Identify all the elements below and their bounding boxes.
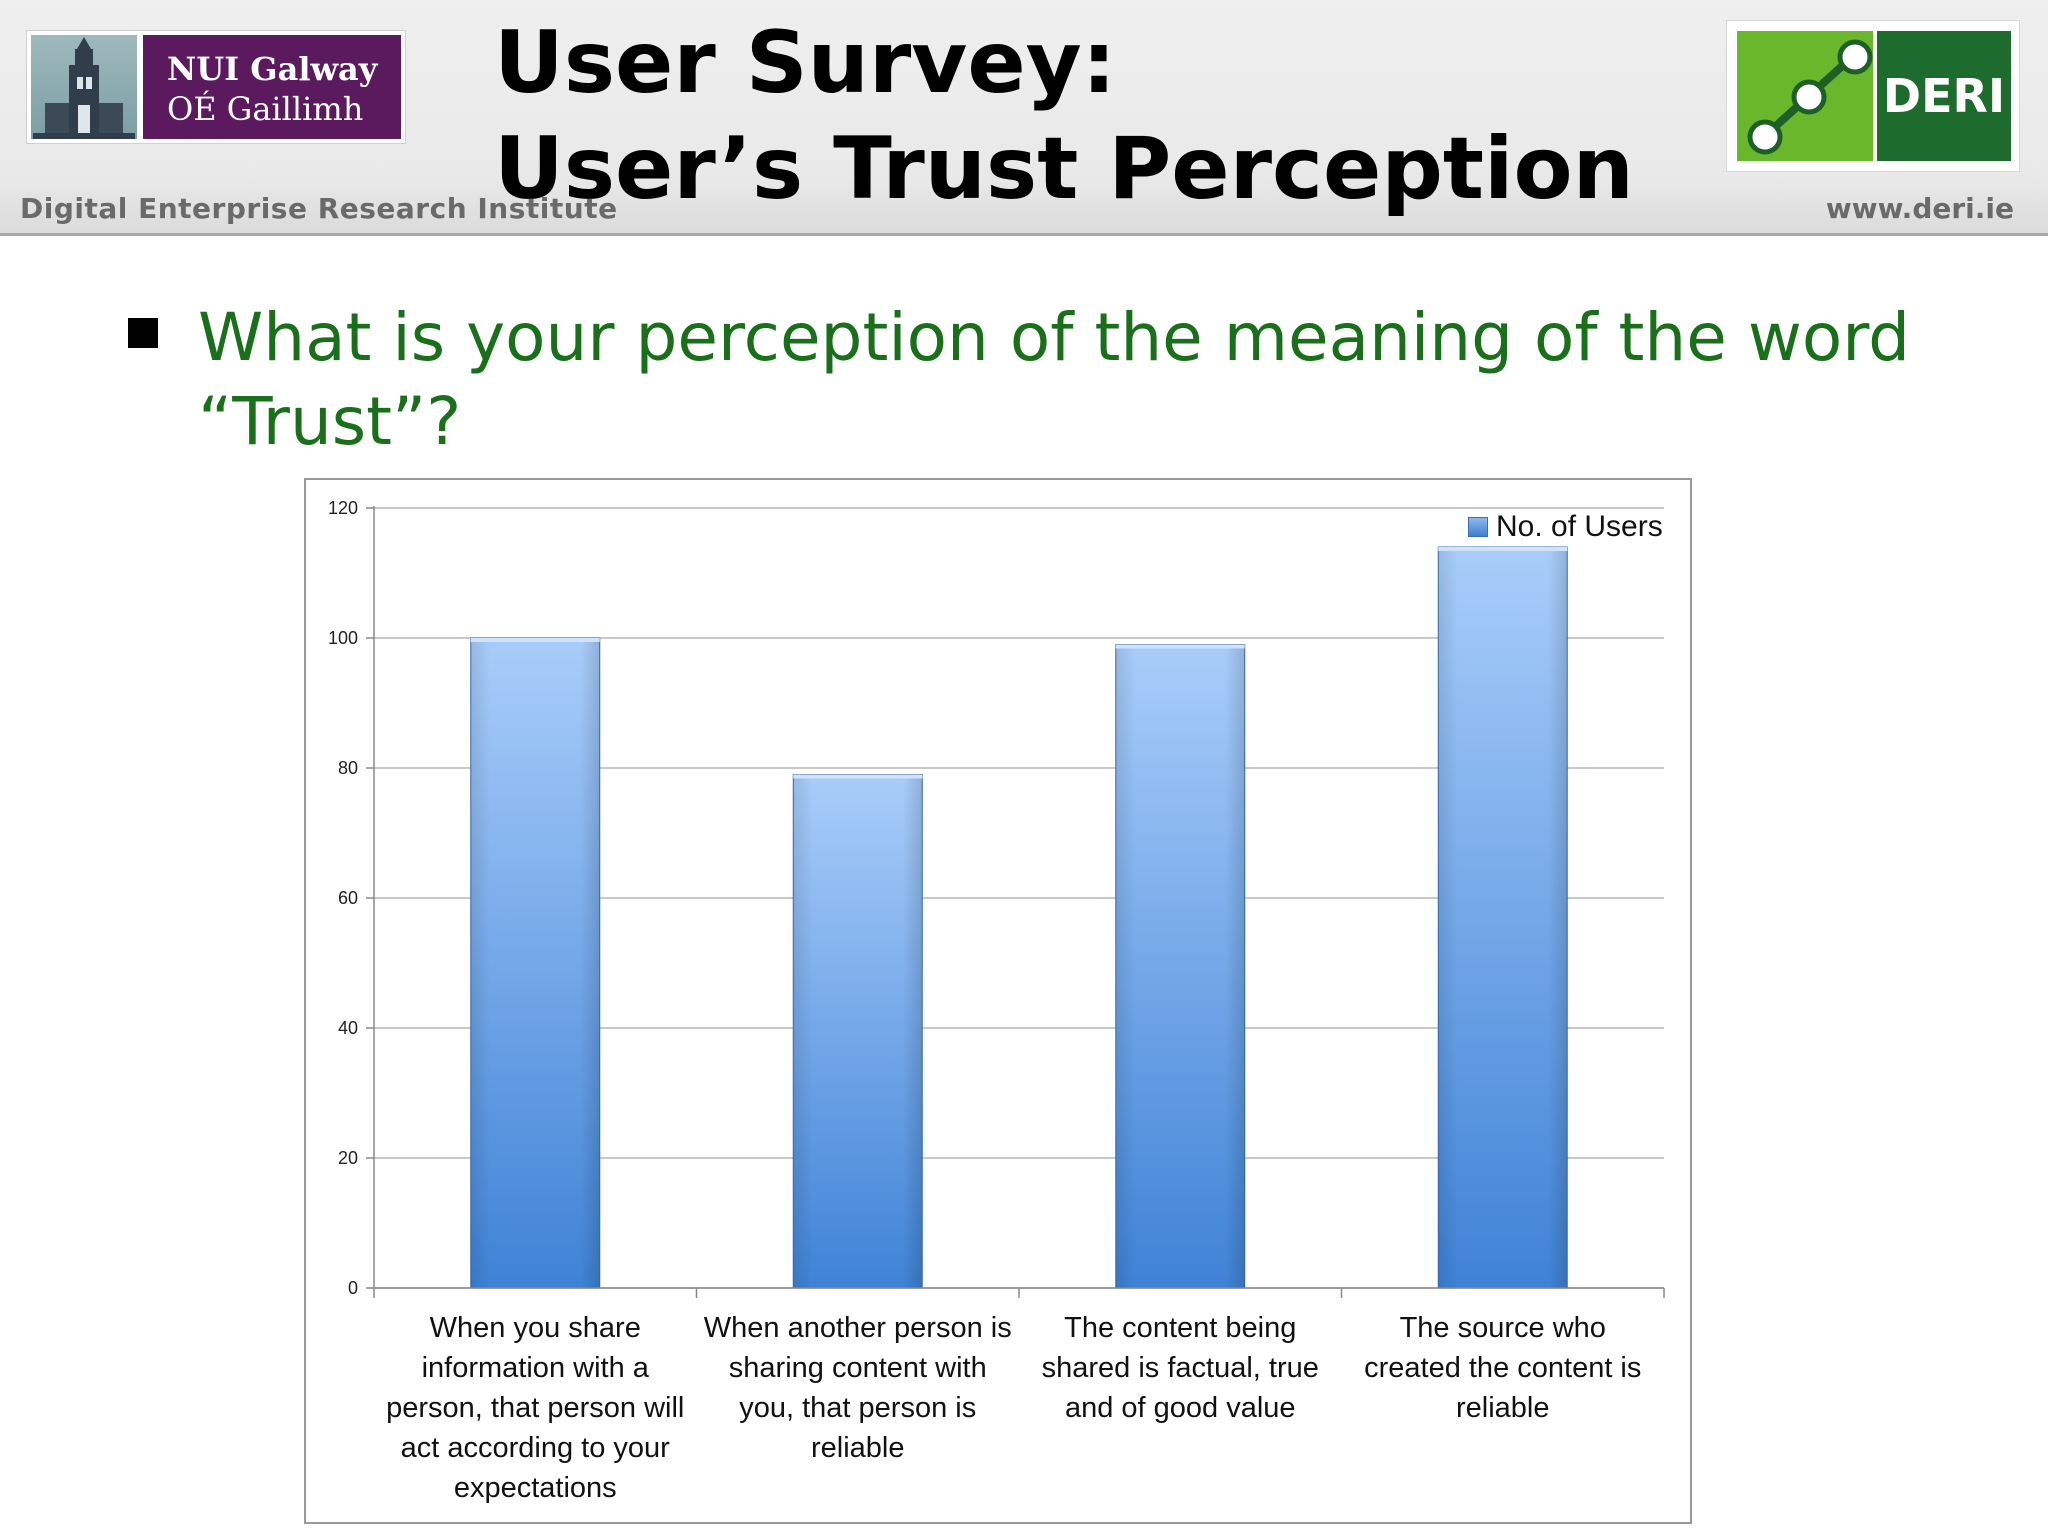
y-tick-label: 20: [338, 1148, 358, 1168]
nui-galway-logo: NUI Galway OÉ Gaillimh: [26, 30, 406, 144]
tower-icon: [31, 35, 137, 139]
y-tick-label: 40: [338, 1018, 358, 1038]
y-tick-label: 100: [328, 628, 358, 648]
slide-header: NUI Galway OÉ Gaillimh User Survey: User…: [0, 0, 2048, 236]
nui-logo-line2: OÉ Gaillimh: [167, 90, 364, 128]
nui-galway-wordmark: NUI Galway OÉ Gaillimh: [143, 35, 401, 139]
y-tick-label: 60: [338, 888, 358, 908]
bar-shading: [1438, 547, 1568, 1288]
bar-top-highlight: [793, 774, 923, 779]
y-tick-label: 120: [328, 498, 358, 518]
bar-top-highlight: [470, 638, 600, 642]
website-url: www.deri.ie: [1825, 192, 2014, 225]
chart-legend: No. of Users: [1468, 510, 1663, 544]
deri-logo: DERI: [1726, 20, 2020, 172]
legend-swatch: [1468, 517, 1488, 537]
bar-chart: 0 20 40 60 80 100 120 When you share informati…: [304, 478, 1692, 1524]
x-category-label: The content being shared is factual, tru…: [1041, 1312, 1319, 1424]
bar-top-highlight: [1438, 547, 1568, 551]
bullet-square-icon: [128, 318, 158, 348]
x-category-label: When you share information with a person…: [386, 1312, 685, 1504]
linked-nodes-icon: [1747, 39, 1873, 155]
y-tick-label: 0: [348, 1278, 358, 1298]
nui-logo-line1: NUI Galway: [167, 50, 378, 88]
bar-shading: [470, 638, 600, 1288]
deri-logo-wordmark: DERI: [1877, 31, 2011, 161]
slide-title: User Survey: User’s Trust Perception: [494, 10, 1694, 222]
legend-label: No. of Users: [1496, 510, 1663, 543]
slide-title-line1: User Survey:: [494, 13, 1117, 113]
x-category-label: When another person is sharing content w…: [703, 1312, 1012, 1464]
institute-name: Digital Enterprise Research Institute: [20, 192, 618, 225]
chart-canvas: 0 20 40 60 80 100 120: [328, 498, 1665, 1298]
bar-shading: [1115, 644, 1245, 1288]
y-tick-label: 80: [338, 758, 358, 778]
bar-top-highlight: [1115, 644, 1245, 649]
survey-question: What is your perception of the meaning o…: [198, 299, 1911, 460]
bar-shading: [793, 774, 923, 1288]
x-category-label: The source who created the content is re…: [1364, 1312, 1642, 1424]
slide-title-line2: User’s Trust Perception: [494, 119, 1634, 219]
